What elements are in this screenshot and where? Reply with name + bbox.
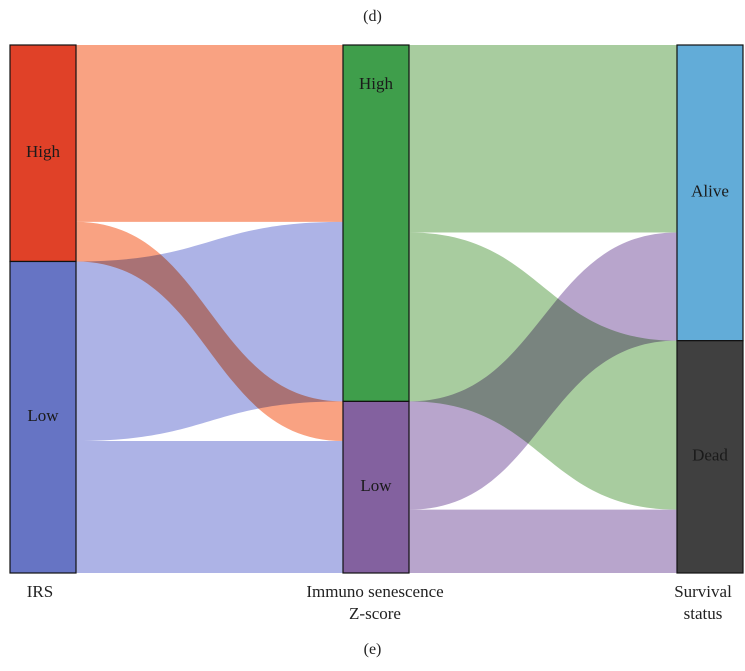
stage-label-survival-line1: Survival [674, 582, 732, 601]
panel-label-e: (e) [363, 641, 382, 658]
node-z_high [342, 44, 410, 402]
node-label-z_high: High [359, 74, 394, 93]
link-irs_low-to-z_high [76, 221, 343, 441]
node-labels-layer: High Low High Low Alive Dead [26, 74, 729, 495]
stage-label-irs-line1: IRS [26, 582, 54, 601]
links-layer [76, 45, 677, 573]
node-irs_high [9, 44, 77, 263]
node-alive [676, 44, 744, 342]
node-label-alive: Alive [691, 182, 729, 201]
node-label-z_low: Low [360, 476, 392, 495]
stage-label-survival-line2: status [683, 604, 723, 623]
node-z_low [342, 400, 410, 574]
link-irs_low-to-z_low [76, 441, 343, 573]
node-label-irs_low: Low [27, 406, 59, 425]
link-irs_high-to-z_high [76, 45, 343, 222]
nodes-layer [9, 44, 744, 574]
link-z_high-to-alive [409, 45, 677, 233]
panel-label-d: (d) [363, 8, 382, 25]
node-irs_low [9, 260, 77, 574]
stage-label-zscore-line1: Immuno senescence [306, 582, 444, 601]
node-label-dead: Dead [692, 446, 728, 465]
stage-label-zscore: Immuno senescence Z-score [290, 581, 460, 625]
stage-label-zscore-line2: Z-score [349, 604, 401, 623]
node-label-irs_high: High [26, 142, 61, 161]
stage-label-survival: Survival status [666, 581, 740, 625]
node-dead [676, 340, 744, 574]
stage-label-irs: IRS [0, 581, 80, 603]
link-z_low-to-alive [409, 232, 677, 510]
link-z_low-to-dead [409, 509, 677, 573]
